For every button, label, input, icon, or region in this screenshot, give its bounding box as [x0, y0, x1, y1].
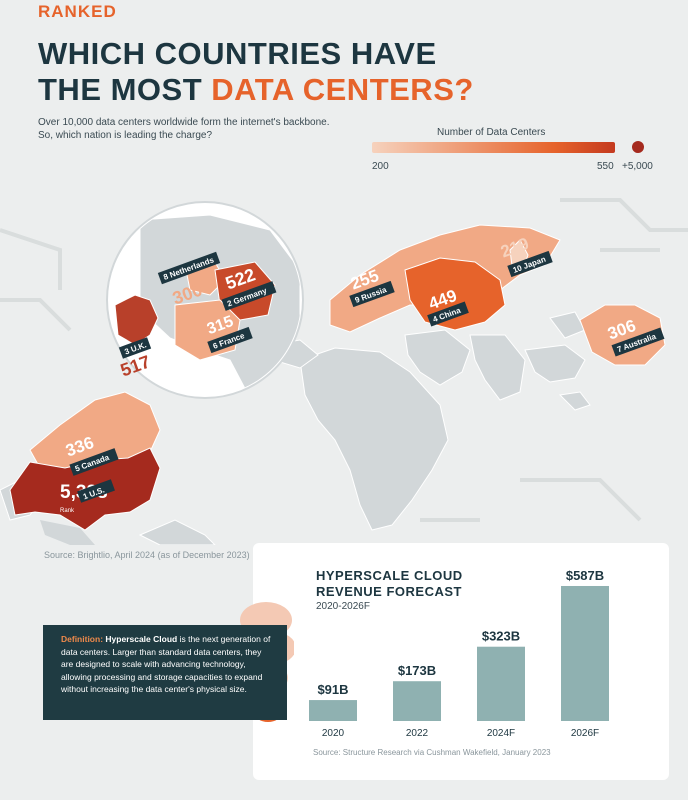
- forecast-value-label: $173B: [398, 663, 436, 678]
- forecast-category-label: 2026F: [571, 728, 599, 739]
- forecast-bar-chart: $91B 2020 $173B 2022 $323B 2024F $587B 2026F: [309, 568, 609, 739]
- map-mexico: [40, 520, 95, 545]
- pill-germany: [221, 281, 277, 311]
- pill-canada: [69, 448, 119, 476]
- legend-dot-label: +5,000: [622, 161, 653, 172]
- forecast-value-label: $91B: [317, 682, 348, 697]
- map-uk: [114, 294, 159, 346]
- forecast-bar: [393, 681, 441, 721]
- world-map: 5,388 1 U.S. Rank 336 5 Canada 3 U.K. 51…: [0, 198, 688, 545]
- pill-us: [77, 479, 115, 503]
- pill-australia: [611, 327, 665, 357]
- legend-title: Number of Data Centers: [437, 127, 546, 138]
- forecast-category-label: 2022: [406, 728, 429, 739]
- pill-china: [427, 301, 469, 327]
- forecast-value-label: $587B: [566, 568, 604, 583]
- definition-label: Definition:: [61, 634, 104, 644]
- map-source: Source: Brightlio, April 2024 (as of Dec…: [44, 550, 250, 560]
- legend-min-label: 200: [372, 161, 389, 172]
- title-line-1: WHICH COUNTRIES HAVE: [38, 36, 437, 71]
- page-subtitle: Over 10,000 data centers worldwide form …: [38, 117, 330, 141]
- forecast-title: HYPERSCALE CLOUD REVENUE FORECAST: [316, 568, 463, 599]
- definition-box: Definition: Hyperscale Cloud is the next…: [43, 625, 287, 720]
- definition-term: Hyperscale Cloud: [105, 634, 178, 644]
- forecast-category-label: 2024F: [487, 728, 515, 739]
- kicker-label: RANKED: [38, 2, 117, 21]
- pill-japan: [507, 250, 553, 278]
- forecast-subtitle: 2020-2026F: [316, 601, 370, 612]
- definition-text: is the next generation of data centers. …: [61, 634, 271, 694]
- title-line-2: THE MOST DATA CENTERS?: [38, 72, 474, 108]
- forecast-source: Source: Structure Research via Cushman W…: [313, 748, 551, 757]
- forecast-value-label: $323B: [482, 629, 520, 644]
- rank-word: Rank: [60, 508, 75, 514]
- legend-top-dot: [632, 141, 644, 153]
- title-line-2-start: THE MOST: [38, 72, 212, 107]
- forecast-category-label: 2020: [322, 728, 345, 739]
- forecast-bar: [561, 585, 609, 721]
- circuit-lines: [0, 198, 688, 522]
- pill-france: [207, 326, 253, 354]
- pill-russia: [349, 280, 395, 308]
- page-title: WHICH COUNTRIES HAVE THE MOST DATA CENTE…: [38, 36, 474, 108]
- pill-netherlands: [157, 251, 221, 285]
- map-china: [404, 257, 506, 331]
- title-accent: DATA CENTERS?: [211, 72, 474, 107]
- map-labels: 5,388 1 U.S. Rank 336 5 Canada 3 U.K. 51…: [60, 234, 665, 514]
- pill-uk: [118, 337, 152, 359]
- map-australia: [579, 304, 666, 366]
- legend-gradient-bar: [372, 142, 615, 153]
- legend-max-label: 550: [597, 161, 614, 172]
- forecast-bar: [477, 646, 525, 721]
- forecast-bar: [309, 700, 357, 721]
